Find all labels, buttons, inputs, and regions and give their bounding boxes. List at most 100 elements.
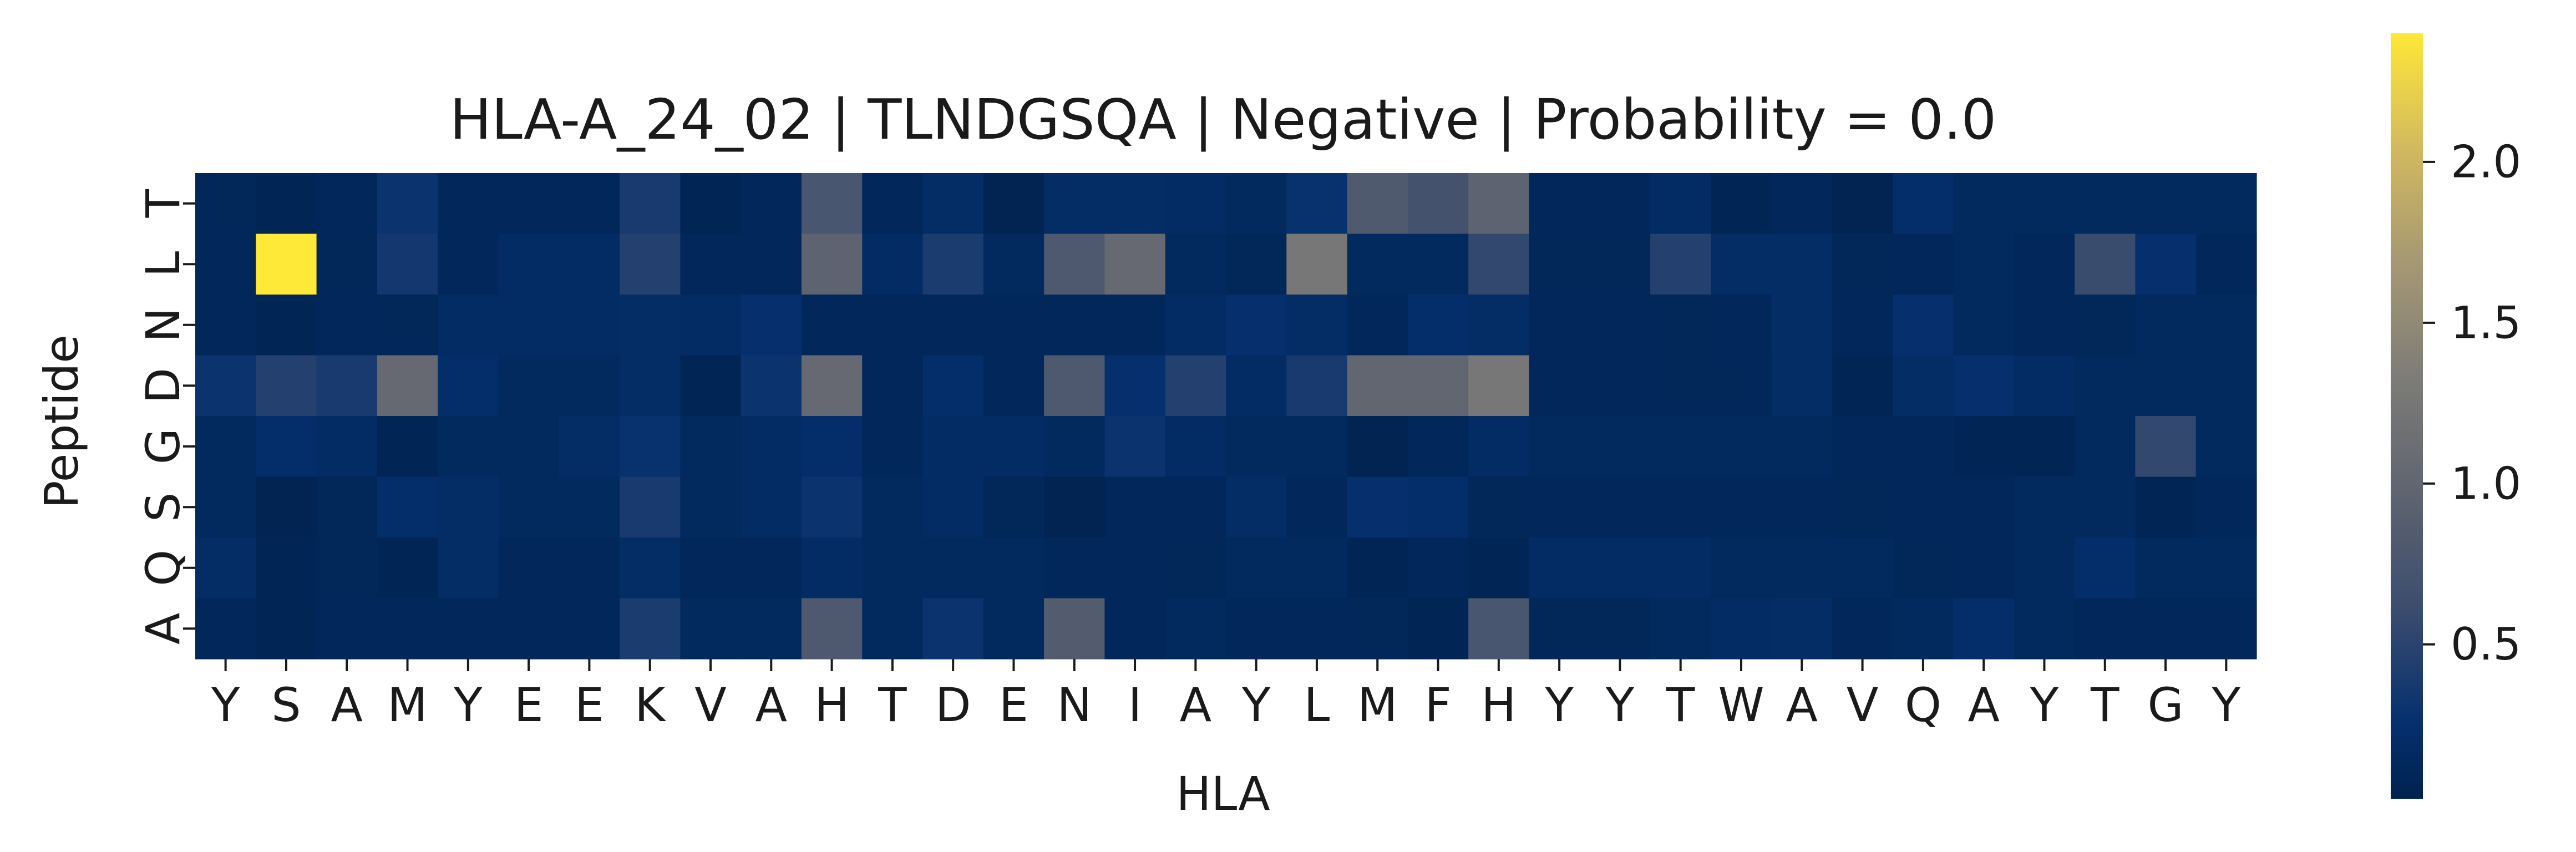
heatmap-cell [1529,537,1590,599]
heatmap-cell [1893,173,1954,235]
heatmap-cell [922,598,984,660]
heatmap-cell [1468,234,1530,295]
heatmap-cell [620,476,681,538]
heatmap-cell [498,234,560,295]
x-tick-label: A [1968,678,1999,732]
heatmap-cell [680,234,742,295]
heatmap-cell [1407,295,1469,356]
heatmap-cell [1893,598,1954,660]
heatmap-cell [862,355,924,417]
x-tick-label: V [694,678,726,732]
heatmap-cell [1286,295,1348,356]
x-tick-label: Y [211,678,240,732]
heatmap-cell [922,234,984,295]
heatmap-cell [741,295,802,356]
heatmap-cell [1832,295,1893,356]
heatmap-cell [195,355,256,417]
heatmap-cell [2135,173,2197,235]
heatmap-cell [377,295,438,356]
heatmap-cell [195,476,256,538]
colorbar [2391,33,2423,799]
heatmap-cell [922,173,984,235]
heatmap-cell [1771,598,1833,660]
heatmap-cell [1589,355,1651,417]
heatmap-cell [195,598,256,660]
heatmap-cell [256,355,317,417]
heatmap-cell [1286,416,1348,478]
heatmap-cell [1226,234,1287,295]
heatmap-cell [559,234,620,295]
heatmap-cell [1711,476,1772,538]
heatmap-cell [741,476,802,538]
x-tick-label: L [1304,678,1330,732]
heatmap-cell [922,416,984,478]
heatmap-cell [2135,416,2197,478]
heatmap-cell [680,355,742,417]
heatmap-cell [559,295,620,356]
colorbar-tick-label: 1.0 [2451,458,2521,509]
heatmap-cell [983,234,1044,295]
heatmap-cell [316,416,378,478]
heatmap-cell [2195,416,2257,478]
heatmap-cell [195,295,256,356]
heatmap-cell [1711,416,1772,478]
heatmap-cell [195,234,256,295]
x-tick-label: Y [1241,678,1271,732]
x-tick-label: M [387,678,427,732]
heatmap-cell [2014,537,2075,599]
heatmap-cell [1286,476,1348,538]
y-tick-label: Q [136,550,190,586]
heatmap-cell [801,598,863,660]
heatmap-cell [1711,355,1772,417]
heatmap-cell [1771,537,1833,599]
heatmap-cell [498,355,560,417]
y-tick-label: G [136,428,190,464]
heatmap-cell [2075,173,2136,235]
heatmap-cell [1893,476,1954,538]
heatmap-cell [983,416,1044,478]
colorbar-tick-label: 1.5 [2451,297,2521,348]
heatmap-cell [1650,173,1711,235]
x-tick-label: E [999,678,1028,732]
heatmap-cell [1044,355,1106,417]
heatmap-cell [862,295,924,356]
heatmap-cell [1044,537,1106,599]
heatmap-cell [2135,355,2197,417]
x-tick-label: Y [1544,678,1574,732]
heatmap-cell [377,598,438,660]
heatmap-cell [680,416,742,478]
heatmap-cells [195,173,2257,660]
heatmap-cell [2195,295,2257,356]
heatmap-cell [1104,537,1166,599]
heatmap-cell [1286,234,1348,295]
heatmap-cell [1468,476,1530,538]
x-tick-label: Y [2030,678,2059,732]
y-tick-label: A [136,613,190,645]
heatmap-cell [1347,598,1408,660]
heatmap-cell [1953,295,2015,356]
y-axis-ticks: T L NDGSQA [136,189,195,645]
heatmap-cell [680,173,742,235]
heatmap-cell [983,173,1044,235]
heatmap-cell [498,416,560,478]
heatmap-cell [1165,537,1226,599]
heatmap-cell [1226,476,1287,538]
heatmap-cell [1286,537,1348,599]
heatmap-cell [801,355,863,417]
heatmap-cell [2135,598,2197,660]
heatmap-cell [438,476,499,538]
heatmap-cell [1226,598,1287,660]
y-tick-label: T [136,189,190,218]
heatmap-cell [1771,416,1833,478]
heatmap-cell [2014,295,2075,356]
heatmap-cell [1347,234,1408,295]
heatmap-cell [620,173,681,235]
x-tick-label: F [1424,678,1451,732]
heatmap-cell [1589,234,1651,295]
x-tick-label: S [271,678,301,732]
heatmap-cell [1529,234,1590,295]
heatmap-cell [1893,416,1954,478]
x-tick-label: M [1357,678,1397,732]
heatmap-cell [741,537,802,599]
